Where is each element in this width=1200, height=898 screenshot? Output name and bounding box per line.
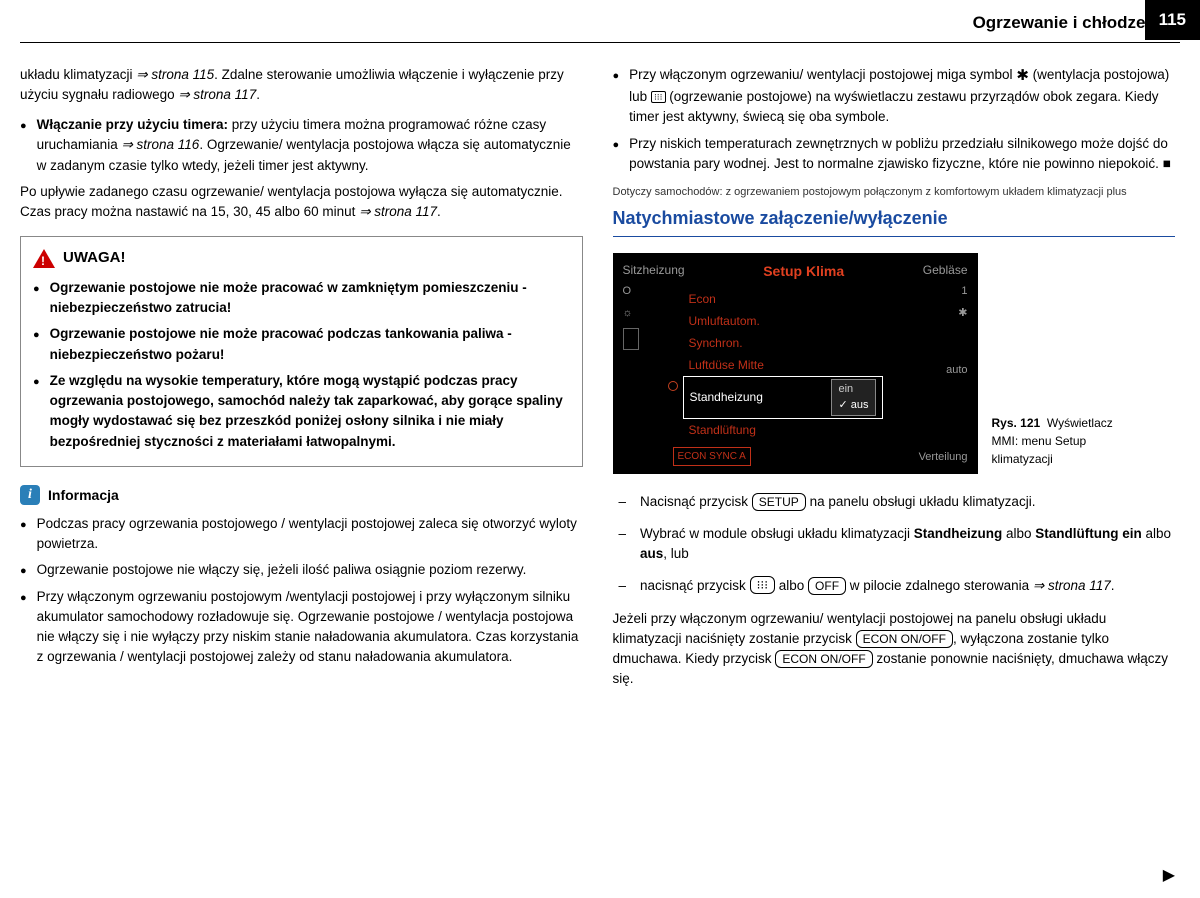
info-heading: i Informacja [20, 485, 583, 506]
heat-icon: ⁝⁝⁝ [651, 91, 666, 103]
page-ref: ⇒ strona 117 [1033, 578, 1111, 593]
text: (ogrzewanie postojowe) na wyświetlaczu z… [629, 89, 1158, 124]
text: Przy włączonym ogrzewaniu/ wentylacji po… [629, 67, 1016, 82]
step-1: Nacisnąć przycisk SETUP na panelu obsług… [613, 492, 1176, 512]
text: O [623, 283, 639, 300]
option-on: ein [838, 381, 868, 398]
left-column: układu klimatyzacji ⇒ strona 115. Zdalne… [20, 65, 583, 700]
text: auto [946, 362, 967, 379]
text: układu klimatyzacji [20, 67, 136, 82]
info-item: Ogrzewanie postojowe nie włączy się, jeż… [20, 560, 583, 580]
info-icon: i [20, 485, 40, 505]
text: . [437, 204, 441, 219]
caption-num: Rys. 121 [992, 416, 1041, 430]
text: albo [775, 578, 808, 593]
text: Ogrzewanie postojowe nie włączy się, jeż… [37, 560, 583, 580]
mmi-bottom-bar: ECON SYNC A [673, 447, 751, 466]
text: w pilocie zdalnego sterowania [846, 578, 1033, 593]
warning-triangle-icon [33, 249, 55, 268]
text: na panelu obsługi układu klimatyzacji. [806, 494, 1036, 509]
text: . [1111, 578, 1115, 593]
para-2: Po upływie zadanego czasu ogrzewanie/ we… [20, 182, 583, 223]
page-header: Ogrzewanie i chłodzenie 115 [20, 0, 1180, 43]
mmi-corner-label: Gebläse [923, 261, 968, 282]
page-number: 115 [1145, 0, 1200, 40]
bullet-timer: Włączanie przy użyciu timera: przy użyci… [20, 115, 583, 176]
info-item: Przy włączonym ogrzewaniu postojowym /we… [20, 587, 583, 668]
mmi-item: Luftdüse Mitte [683, 354, 883, 376]
mmi-corner-label: Verteilung [919, 449, 968, 466]
econ-button-label: ECON ON/OFF [775, 650, 872, 668]
text: Standheizung [690, 388, 763, 406]
continue-arrow-icon: ▶ [1163, 864, 1175, 888]
text: albo [1002, 526, 1035, 541]
text-bold: Ze względu na wysokie temperatury, które… [50, 373, 563, 449]
warning-title: UWAGA! [63, 247, 126, 270]
figure-caption: Rys. 121 Wyświetlacz MMI: menu Setup kli… [992, 414, 1142, 474]
econ-button-label: ECON ON/OFF [856, 630, 953, 648]
text: albo [1142, 526, 1171, 541]
step-3: nacisnąć przycisk ⁝⁝⁝ albo OFF w pilocie… [613, 576, 1176, 596]
mmi-title: Setup Klima [763, 261, 844, 282]
mmi-left-zone: O ☼ [623, 283, 639, 350]
para-footer: Jeżeli przy włączonym ogrzewaniu/ wentyl… [613, 609, 1176, 690]
text-bold: Ogrzewanie postojowe nie może pracować w… [50, 280, 527, 315]
mmi-item: Synchron. [683, 332, 883, 354]
para-1: układu klimatyzacji ⇒ strona 115. Zdalne… [20, 65, 583, 106]
warning-item: Ze względu na wysokie temperatury, które… [33, 371, 570, 452]
text: Podczas pracy ogrzewania postojowego / w… [37, 514, 583, 555]
fan-icon: ✱ [1016, 65, 1029, 88]
mmi-item: Econ [683, 288, 883, 310]
warning-item: Ogrzewanie postojowe nie może pracować p… [33, 324, 570, 365]
page-ref: ⇒ strona 116 [121, 137, 199, 152]
mmi-item-selected: Standheizung ein aus [683, 376, 883, 419]
text-bold: Standheizung [914, 526, 1003, 541]
step-2: Wybrać w module obsługi układu klimatyza… [613, 524, 1176, 565]
info-title: Informacja [48, 485, 119, 506]
bullet-symbol: Przy włączonym ogrzewaniu/ wentylacji po… [613, 65, 1176, 128]
mmi-popup: ein aus [831, 379, 875, 416]
text: Przy niskich temperaturach zewnętrznych … [629, 134, 1175, 175]
text: Po upływie zadanego czasu ogrzewanie/ we… [20, 184, 563, 219]
off-button-label: OFF [808, 577, 846, 595]
text: Nacisnąć przycisk [640, 494, 752, 509]
mmi-right-zone: 1 ✱ auto [946, 283, 967, 379]
text: nacisnąć przycisk [640, 578, 750, 593]
setup-button-label: SETUP [752, 493, 806, 511]
radio-icon [668, 381, 678, 391]
page-content: układu klimatyzacji ⇒ strona 115. Zdalne… [0, 43, 1200, 700]
warning-item: Ogrzewanie postojowe nie może pracować w… [33, 278, 570, 319]
text: Przy włączonym ogrzewaniu postojowym /we… [37, 587, 583, 668]
mmi-screen: Sitzheizung Setup Klima Gebläse O ☼ 1 ✱ … [613, 253, 978, 474]
warning-box: UWAGA! Ogrzewanie postojowe nie może pra… [20, 236, 583, 467]
page-ref: ⇒ strona 117 [178, 87, 256, 102]
page-ref: ⇒ strona 115 [136, 67, 214, 82]
text: , lub [663, 546, 689, 561]
info-item: Podczas pracy ogrzewania postojowego / w… [20, 514, 583, 555]
mmi-figure: Sitzheizung Setup Klima Gebläse O ☼ 1 ✱ … [613, 253, 1176, 474]
mmi-corner-label: Sitzheizung [623, 261, 685, 282]
bullet-temp: Przy niskich temperaturach zewnętrznych … [613, 134, 1176, 175]
text-bold: aus [640, 546, 663, 561]
right-column: Przy włączonym ogrzewaniu/ wentylacji po… [613, 65, 1176, 700]
page-ref: ⇒ strona 117 [359, 204, 437, 219]
applies-to-note: Dotyczy samochodów: z ogrzewaniem postoj… [613, 184, 1176, 201]
option-off: aus [838, 397, 868, 414]
text: . [256, 87, 260, 102]
text-bold: Włączanie przy użyciu timera: [37, 117, 228, 132]
section-title: Natychmiastowe załączenie/wyłączenie [613, 205, 1176, 237]
warning-heading: UWAGA! [33, 247, 570, 270]
mmi-item: Umluftautom. [683, 310, 883, 332]
heat-button-icon: ⁝⁝⁝ [750, 576, 775, 594]
text-bold: Ogrzewanie postojowe nie może pracować p… [50, 326, 512, 361]
text: Wybrać w module obsługi układu klimatyza… [640, 526, 914, 541]
text: 1 [946, 283, 967, 300]
text-bold: Standlüftung ein [1035, 526, 1141, 541]
mmi-item: Standlüftung [683, 419, 883, 441]
mmi-menu: Econ Umluftautom. Synchron. Luftdüse Mit… [683, 288, 883, 441]
